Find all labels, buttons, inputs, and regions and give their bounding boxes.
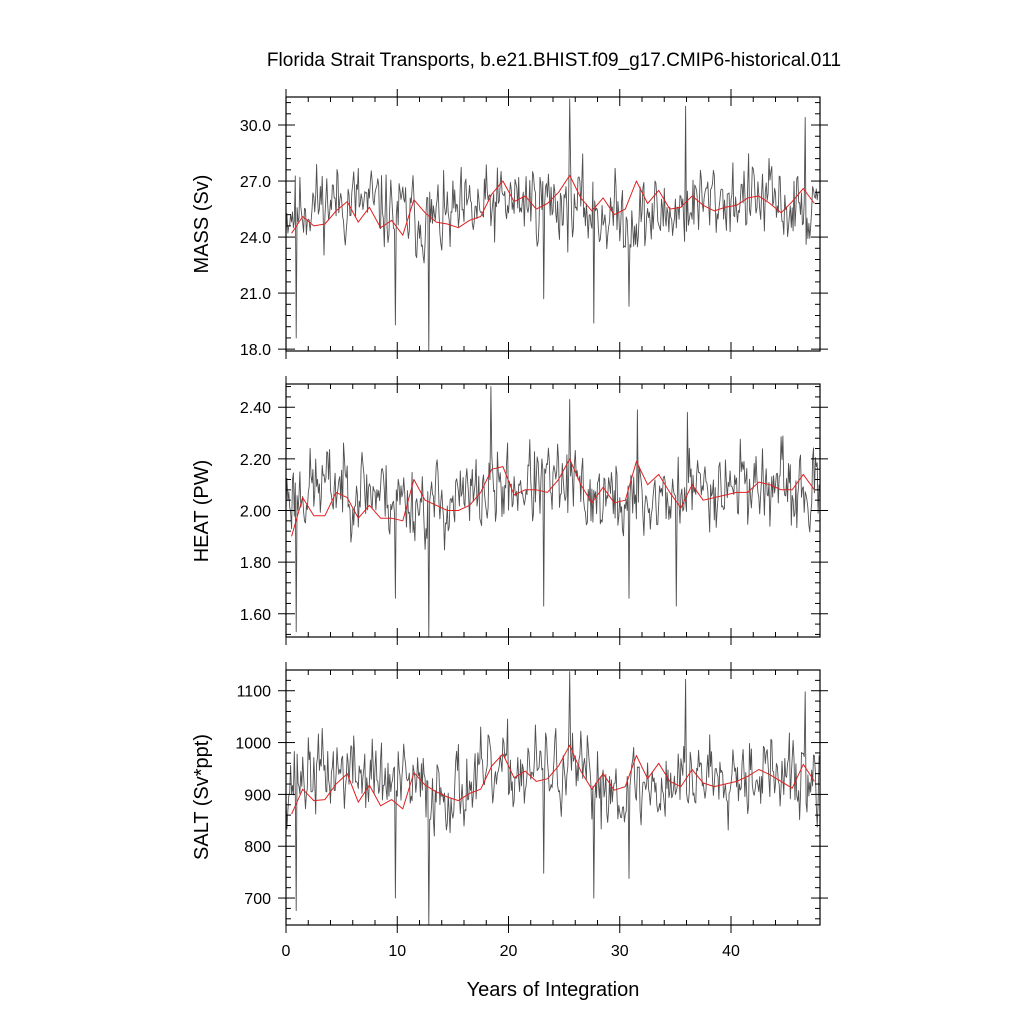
mass-annual-mean-line (291, 174, 815, 236)
mass-y-tick-label: 18.0 (240, 342, 271, 359)
mass-monthly-series-line (285, 98, 820, 352)
salt-y-tick-label: 800 (244, 839, 271, 856)
chart-title: Florida Strait Transports, b.e21.BHIST.f… (267, 50, 841, 71)
mass-panel: MASS (Sv) 18.0 21.0 24.0 27.0 30.0 (191, 89, 828, 359)
salt-y-tick-label: 900 (244, 787, 271, 804)
mass-y-axis-label: MASS (Sv) (191, 175, 213, 274)
heat-y-tick-label: 1.80 (240, 555, 271, 572)
salt-monthly-series-line (285, 671, 820, 926)
heat-y-tick-label: 2.00 (240, 504, 271, 521)
salt-panel: SALT (Sv*ppt) 700 800 900 1000 1100 0 10 20 30 40 (191, 662, 828, 960)
mass-y-tick-label: 30.0 (240, 118, 271, 135)
x-tick-label: 30 (611, 943, 629, 960)
heat-y-tick-label: 2.20 (240, 452, 271, 469)
x-tick-label: 40 (722, 943, 740, 960)
salt-y-tick-label: 1100 (237, 684, 272, 701)
salt-annual-mean-line (291, 744, 815, 815)
x-axis-label: Years of Integration (467, 979, 640, 1001)
x-tick-label: 0 (282, 943, 291, 960)
salt-y-tick-label: 1000 (235, 736, 271, 753)
salt-y-tick-label: 700 (244, 891, 271, 908)
mass-y-tick-label: 21.0 (240, 286, 271, 303)
mass-plot-frame (285, 96, 821, 352)
heat-panel: HEAT (PW) 1.60 1.80 2.00 2.20 2.40 (191, 376, 828, 645)
mass-y-tick-label: 27.0 (240, 174, 271, 191)
heat-y-tick-label: 1.60 (240, 607, 271, 624)
heat-y-tick-label: 2.40 (240, 400, 271, 417)
heat-y-axis-label: HEAT (PW) (191, 460, 213, 563)
x-tick-label: 10 (388, 943, 406, 960)
mass-y-tick-label: 24.0 (240, 230, 271, 247)
heat-annual-mean-line (291, 458, 815, 537)
heat-monthly-series-line (285, 386, 820, 638)
salt-y-axis-label: SALT (Sv*ppt) (191, 734, 213, 860)
x-tick-label: 20 (500, 943, 518, 960)
